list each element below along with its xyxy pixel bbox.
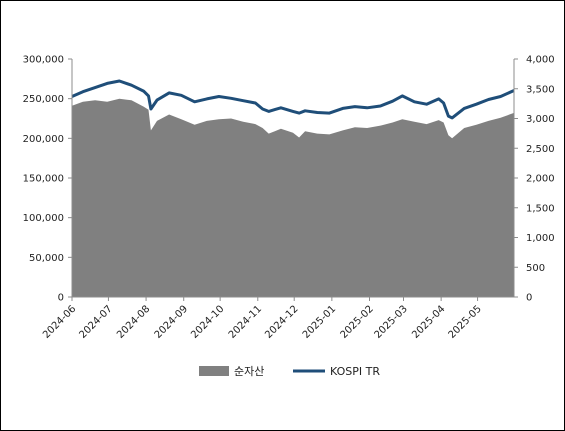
y-left-tick-label: 100,000 (23, 213, 64, 224)
x-tick-label: 2025-04 (410, 304, 447, 341)
legend: 순자산 KOSPI TR (199, 365, 380, 378)
x-tick-label: 2024-10 (189, 304, 226, 341)
y-right-tick-label: 0 (526, 293, 532, 304)
x-tick-label: 2024-09 (153, 304, 190, 341)
x-tick-label: 2025-02 (339, 304, 376, 341)
y-right-tick-label: 2,000 (526, 174, 555, 185)
x-tick-label: 2025-03 (373, 304, 410, 341)
y-left-tick-label: 0 (58, 293, 64, 304)
x-tick-label: 2024-07 (77, 304, 114, 341)
x-tick-label: 2024-12 (263, 304, 300, 341)
y-right-tick-label: 1,500 (526, 203, 555, 214)
y-right-tick-label: 1,000 (526, 233, 555, 244)
y-right-tick-label: 3,000 (526, 114, 555, 125)
y-right-tick-label: 500 (526, 263, 545, 274)
legend-label-net-assets: 순자산 (234, 365, 264, 378)
y-right-tick-label: 3,500 (526, 84, 555, 95)
y-left-tick-label: 150,000 (23, 174, 64, 185)
y-right-tick-label: 4,000 (526, 55, 555, 66)
x-tick-label: 2024-06 (41, 304, 78, 341)
y-left-tick-label: 300,000 (23, 55, 64, 66)
y-left-tick-label: 250,000 (23, 94, 64, 105)
y-right-tick-label: 2,500 (526, 144, 555, 155)
x-tick-label: 2024-11 (227, 304, 264, 341)
series-line-kospi-tr (71, 79, 515, 120)
legend-label-kospi-tr: KOSPI TR (330, 365, 380, 378)
y-left-tick-label: 200,000 (23, 134, 64, 145)
legend-swatch-net-assets (199, 366, 229, 376)
x-tick-label: 2025-05 (447, 304, 484, 341)
series-layer (71, 79, 515, 297)
series-area-net-assets (72, 98, 514, 297)
y-left-tick-label: 50,000 (29, 253, 64, 264)
x-tick-label: 2025-01 (301, 304, 338, 341)
x-tick-label: 2024-08 (115, 304, 152, 341)
